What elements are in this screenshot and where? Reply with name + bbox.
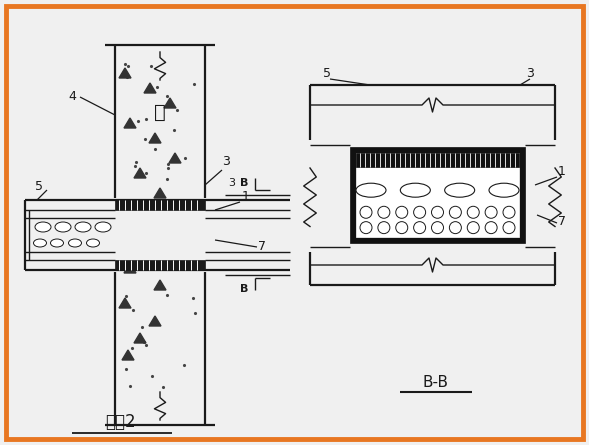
Polygon shape: [154, 188, 166, 198]
Polygon shape: [169, 153, 181, 163]
Ellipse shape: [87, 239, 100, 247]
Text: 3: 3: [526, 67, 534, 80]
Polygon shape: [144, 83, 156, 93]
Bar: [356, 153, 519, 167]
Ellipse shape: [68, 239, 81, 247]
Circle shape: [432, 206, 444, 218]
Text: 5: 5: [323, 67, 331, 80]
Bar: [350, 147, 525, 243]
Polygon shape: [134, 333, 146, 343]
Circle shape: [485, 206, 497, 218]
Circle shape: [503, 206, 515, 218]
Circle shape: [396, 222, 408, 234]
Polygon shape: [164, 98, 176, 108]
Polygon shape: [124, 118, 136, 128]
Polygon shape: [134, 168, 146, 178]
Bar: [115, 200, 205, 210]
Ellipse shape: [445, 183, 475, 197]
Text: 3: 3: [222, 155, 230, 168]
Circle shape: [360, 206, 372, 218]
Circle shape: [360, 222, 372, 234]
Ellipse shape: [95, 222, 111, 232]
Circle shape: [503, 222, 515, 234]
Polygon shape: [119, 68, 131, 78]
Circle shape: [467, 206, 479, 218]
Ellipse shape: [51, 239, 64, 247]
Text: 7: 7: [258, 240, 266, 253]
Text: B-B: B-B: [422, 375, 448, 390]
Text: 4: 4: [68, 90, 76, 103]
Ellipse shape: [34, 239, 47, 247]
Ellipse shape: [75, 222, 91, 232]
Text: 墙: 墙: [154, 103, 166, 122]
Circle shape: [485, 222, 497, 234]
Ellipse shape: [489, 183, 519, 197]
Text: 3: 3: [228, 178, 235, 188]
Ellipse shape: [55, 222, 71, 232]
Circle shape: [378, 222, 390, 234]
Text: B: B: [240, 178, 249, 188]
Polygon shape: [149, 316, 161, 326]
Text: 7: 7: [558, 215, 566, 228]
Circle shape: [378, 206, 390, 218]
Text: 方案2: 方案2: [105, 413, 135, 431]
Circle shape: [449, 222, 461, 234]
Polygon shape: [119, 298, 131, 308]
Ellipse shape: [401, 183, 431, 197]
Circle shape: [432, 222, 444, 234]
Circle shape: [413, 206, 426, 218]
Polygon shape: [124, 263, 136, 273]
Bar: [356, 153, 519, 237]
Text: 5: 5: [35, 180, 43, 193]
Polygon shape: [149, 133, 161, 143]
Circle shape: [449, 206, 461, 218]
Ellipse shape: [35, 222, 51, 232]
Polygon shape: [122, 350, 134, 360]
Circle shape: [413, 222, 426, 234]
Text: 1: 1: [558, 165, 566, 178]
Ellipse shape: [356, 183, 386, 197]
Text: B: B: [240, 284, 249, 294]
Circle shape: [467, 222, 479, 234]
Polygon shape: [154, 280, 166, 290]
Circle shape: [396, 206, 408, 218]
Text: 1: 1: [242, 190, 250, 203]
Bar: [115, 260, 205, 270]
